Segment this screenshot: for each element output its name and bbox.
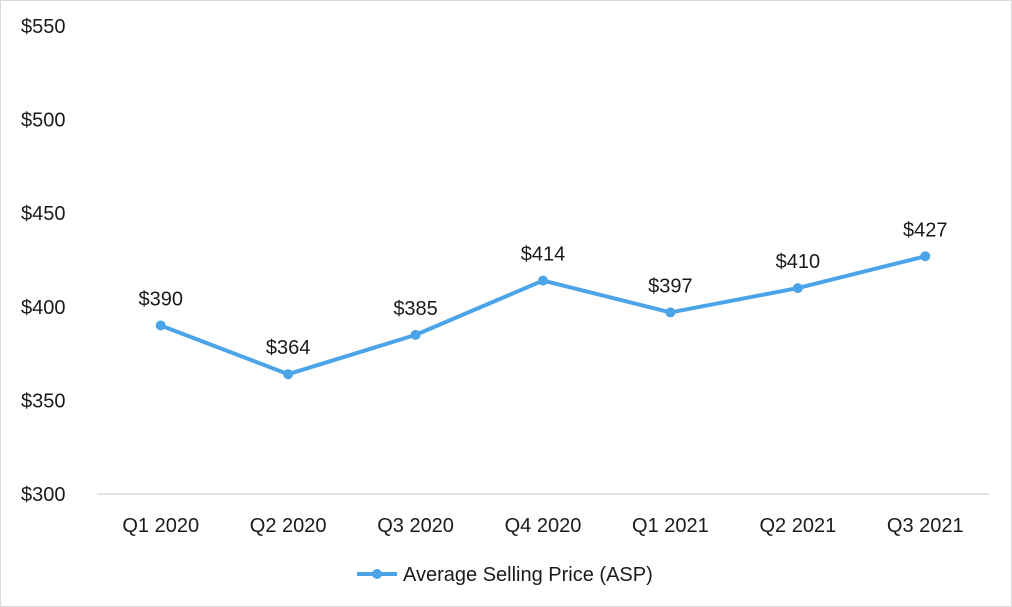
data-label: $390 [138,289,183,311]
y-tick-label: $550 [21,16,66,38]
y-tick-label: $400 [21,297,66,319]
x-tick-label: Q1 2020 [122,515,199,537]
x-tick-label: Q2 2020 [250,515,327,537]
data-point-marker [155,320,166,331]
data-label: $397 [648,275,693,297]
x-tick-label: Q1 2021 [632,515,709,537]
data-point-marker [283,369,294,380]
data-point-marker [792,283,803,294]
y-tick-label: $300 [21,484,66,506]
legend-label: Average Selling Price (ASP) [403,564,653,586]
data-label: $427 [903,219,948,241]
y-tick-label: $350 [21,390,66,412]
legend-marker-swatch [372,569,382,579]
y-axis-tick-labels: $300 $350 $400 $450 $500 $550 [21,16,66,506]
x-tick-label: Q3 2021 [887,515,964,537]
x-tick-label: Q2 2021 [759,515,836,537]
x-axis-tick-labels: Q1 2020 Q2 2020 Q3 2020 Q4 2020 Q1 2021 Q2 20… [122,515,963,537]
data-point-markers [155,251,931,380]
y-tick-label: $450 [21,203,66,225]
data-point-marker [665,307,676,318]
y-tick-label: $500 [21,110,66,132]
data-label: $410 [776,251,821,273]
data-point-marker [410,329,421,340]
data-label: $385 [393,298,438,320]
x-tick-label: Q3 2020 [377,515,454,537]
data-point-marker [920,251,931,262]
data-label: $414 [521,244,566,266]
data-label: $364 [266,337,311,359]
legend: Average Selling Price (ASP) [357,564,653,586]
data-labels: $390 $364 $385 $414 $397 $410 $427 [138,219,947,359]
data-point-marker [538,275,548,286]
x-tick-label: Q4 2020 [505,515,582,537]
